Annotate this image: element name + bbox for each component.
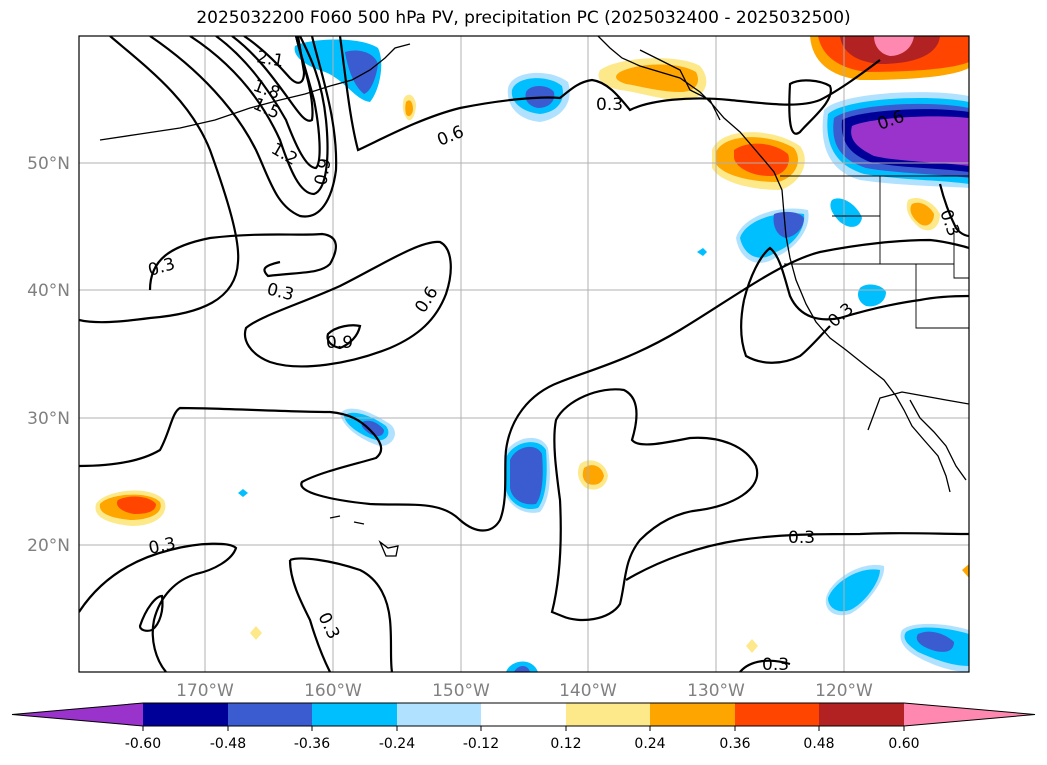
contour-label: 0.3 — [788, 528, 815, 548]
colorbar-segment — [312, 703, 397, 726]
precip-blob-alaska-panhandle — [598, 58, 707, 101]
colorbar-segment — [650, 703, 735, 726]
plot-frame — [78, 35, 970, 673]
lat-label: 30°N — [27, 409, 70, 429]
colorbar-segment — [397, 703, 481, 726]
colorbar-tick-label: 0.36 — [719, 736, 750, 752]
colorbar-tick-label: -0.12 — [463, 736, 499, 752]
plot-area — [79, 36, 969, 672]
contour-label: 0.3 — [596, 95, 623, 115]
colorbar-segment — [143, 703, 228, 726]
lon-label: 160°W — [304, 681, 362, 701]
lon-label: 150°W — [432, 681, 490, 701]
colorbar-segment — [819, 703, 904, 726]
precip-blob-central-negative — [504, 437, 550, 513]
map-title: 2025032200 F060 500 hPa PV, precipitatio… — [196, 8, 851, 28]
colorbar-tick-label: -0.24 — [379, 736, 415, 752]
colorbar-tick-label: -0.60 — [125, 736, 161, 752]
colorbar: -0.60 -0.48 -0.36 -0.24 -0.12 0.12 0.24 0.36 0.4… — [11, 702, 1036, 752]
colorbar-segment — [735, 703, 819, 726]
latitude-labels: 50°N 40°N 30°N 20°N — [27, 154, 70, 556]
colorbar-extend-high — [904, 703, 1035, 726]
lon-label: 130°W — [687, 681, 745, 701]
lat-label: 20°N — [27, 536, 70, 556]
colorbar-tick-label: -0.48 — [210, 736, 246, 752]
colorbar-extend-low — [12, 703, 143, 726]
precip-blob-oregon — [736, 208, 809, 263]
colorbar-tick-label: 0.12 — [550, 736, 581, 752]
colorbar-tick-label: -0.36 — [294, 736, 330, 752]
precip-blob-small-yellow — [402, 94, 416, 121]
precip-blob-gulf — [507, 72, 570, 122]
pv-contours — [79, 36, 969, 672]
longitude-labels: 170°W 160°W 150°W 140°W 130°W 120°W — [176, 681, 873, 701]
contour-label: 0.3 — [762, 655, 789, 675]
contour-label: 2.1 — [255, 47, 285, 71]
precip-blob-bc-coast — [712, 132, 805, 190]
lat-label: 40°N — [27, 281, 70, 301]
precip-small-dots — [238, 248, 969, 653]
lat-label: 50°N — [27, 154, 70, 174]
precip-blob-bottom — [506, 661, 538, 672]
contour-label: 0.9 — [326, 333, 353, 353]
lon-label: 170°W — [176, 681, 234, 701]
precip-blob-west-positive — [95, 490, 166, 526]
colorbar-segment — [228, 703, 312, 726]
precip-blob-northeast-negative — [822, 92, 969, 188]
colorbar-tick-label: 0.60 — [888, 736, 919, 752]
colorbar-segment — [481, 703, 566, 726]
precip-blob-idaho — [830, 197, 940, 231]
colorbar-tick-label: 0.24 — [634, 736, 665, 752]
colorbar-segment — [566, 703, 650, 726]
lon-label: 140°W — [559, 681, 617, 701]
precip-blob-northeast-positive — [810, 36, 969, 80]
lon-label: 120°W — [815, 681, 873, 701]
colorbar-tick-label: 0.48 — [803, 736, 834, 752]
contour-label: 0.9 — [311, 157, 335, 187]
precip-blob-southeast — [825, 564, 969, 672]
coastlines — [99, 36, 969, 557]
